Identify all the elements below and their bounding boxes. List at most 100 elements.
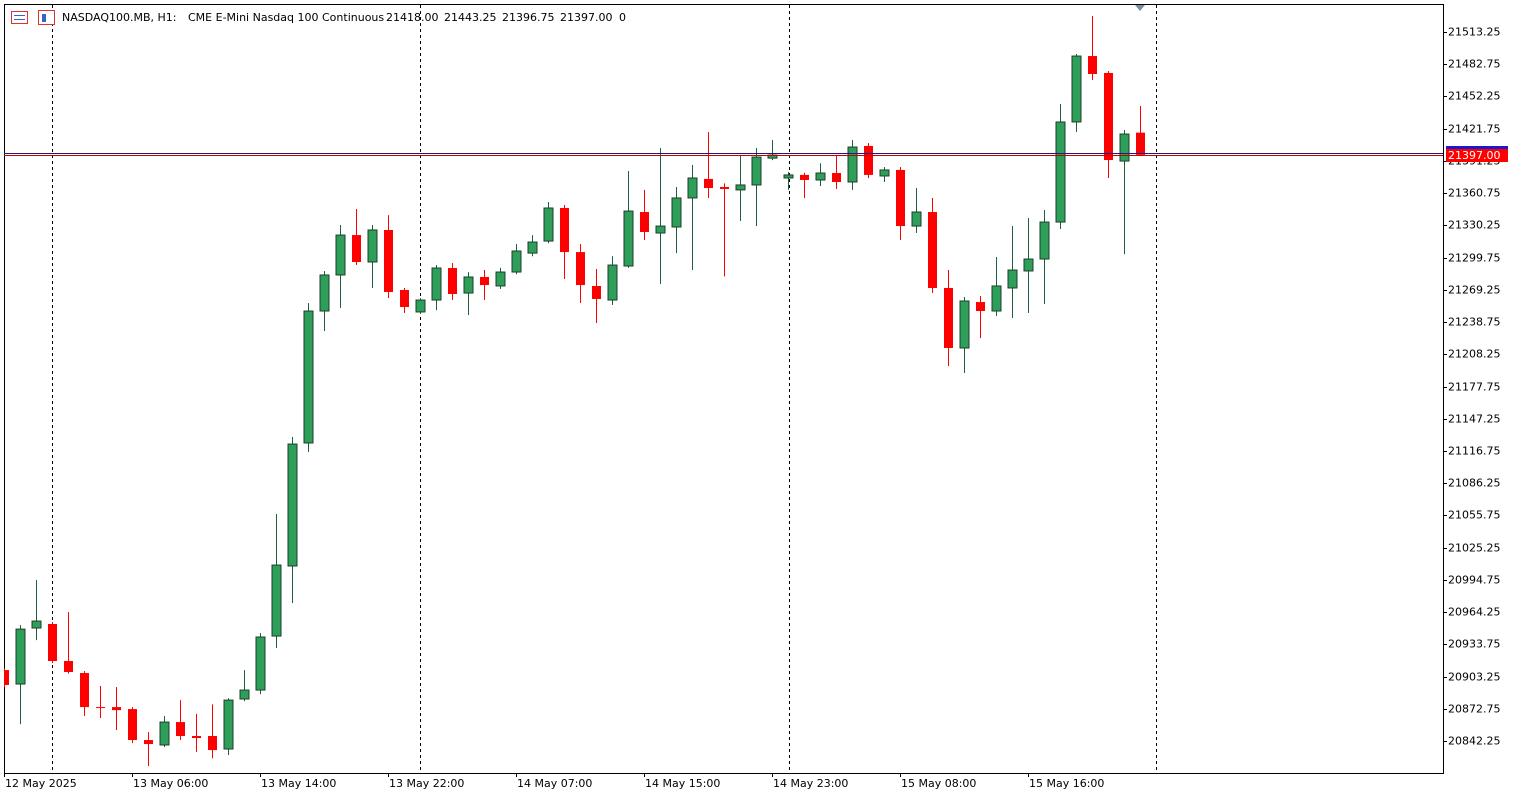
candle-body xyxy=(1071,55,1082,123)
candle-body xyxy=(352,235,361,262)
candle-body xyxy=(687,177,698,199)
candle-body xyxy=(959,300,970,349)
toolbar-icons[interactable] xyxy=(11,10,55,25)
candle-body xyxy=(271,564,282,637)
y-tick-label: 21513.25 xyxy=(1448,26,1501,39)
y-tick-label: 20994.75 xyxy=(1448,574,1501,587)
candle-body xyxy=(208,736,217,751)
y-tick-label: 21147.25 xyxy=(1448,413,1501,426)
candle-body xyxy=(527,241,538,254)
x-tick-label: 14 May 23:00 xyxy=(773,777,848,790)
candle-body xyxy=(255,636,266,691)
x-tick-label: 14 May 07:00 xyxy=(517,777,592,790)
y-tick-label: 21116.75 xyxy=(1448,445,1501,458)
candle-body xyxy=(543,207,554,242)
candle-body xyxy=(4,670,9,685)
candle-body xyxy=(287,443,298,567)
icon-chart[interactable] xyxy=(38,10,55,25)
shift-marker xyxy=(1135,5,1145,11)
candle-body xyxy=(720,186,729,189)
candle-body xyxy=(607,264,618,301)
candle-body xyxy=(400,289,409,308)
candle-body xyxy=(991,285,1002,312)
candle-body xyxy=(560,207,569,253)
y-tick-label: 20842.25 xyxy=(1448,735,1501,748)
candle-body xyxy=(896,169,905,227)
y-tick-label: 21330.25 xyxy=(1448,219,1501,232)
candle-body xyxy=(48,624,57,661)
candle-body xyxy=(303,310,314,444)
plot-frame xyxy=(4,4,1444,774)
candle-body xyxy=(176,722,185,737)
candle-body xyxy=(384,229,393,292)
y-tick-label: 21025.25 xyxy=(1448,542,1501,555)
header-close: 21397.00 xyxy=(560,11,613,24)
x-tick-label: 13 May 06:00 xyxy=(133,777,208,790)
y-tick-label: 20964.25 xyxy=(1448,606,1501,619)
header-low: 21396.75 xyxy=(502,11,555,24)
candle-body xyxy=(463,276,474,294)
icon-list[interactable] xyxy=(11,11,28,24)
x-tick-label: 13 May 14:00 xyxy=(261,777,336,790)
description: CME E-Mini Nasdaq 100 Continuous xyxy=(188,11,384,24)
candle-body xyxy=(15,628,26,685)
candle-body xyxy=(144,740,153,745)
candle-body xyxy=(640,212,649,232)
candle-body xyxy=(1104,72,1113,161)
y-tick-label: 21238.75 xyxy=(1448,316,1501,329)
candle-body xyxy=(911,211,922,227)
candle-body xyxy=(448,268,457,295)
header-volume: 0 xyxy=(619,11,626,24)
candles xyxy=(4,15,1145,767)
price-tag xyxy=(1446,149,1508,162)
candle-body xyxy=(64,660,73,672)
y-tick-label: 20933.75 xyxy=(1448,638,1501,651)
y-tick-label: 20872.75 xyxy=(1448,703,1501,716)
candle-body xyxy=(80,673,89,708)
y-tick-label: 21177.75 xyxy=(1448,381,1501,394)
candle-body xyxy=(751,156,762,186)
candle-body xyxy=(1088,56,1097,75)
candle-body xyxy=(223,699,234,750)
y-tick-label: 21452.25 xyxy=(1448,90,1501,103)
candle-body xyxy=(239,689,250,700)
candle-body xyxy=(159,721,170,746)
y-tick-label: 21269.25 xyxy=(1448,284,1501,297)
y-tick-label: 21360.75 xyxy=(1448,187,1501,200)
x-tick-label: 15 May 08:00 xyxy=(901,777,976,790)
candle-body xyxy=(495,271,506,287)
y-tick-label: 21421.75 xyxy=(1448,123,1501,136)
candle-body xyxy=(671,197,682,228)
candle-body xyxy=(576,252,585,286)
candle-body xyxy=(704,178,713,189)
candle-body xyxy=(335,234,346,276)
candle-body xyxy=(928,212,937,288)
candle-body xyxy=(592,285,601,299)
candle-body xyxy=(735,184,746,191)
price-tag-label: 21397.00 xyxy=(1448,149,1501,162)
candle-body xyxy=(783,174,794,179)
header-high: 21443.25 xyxy=(444,11,497,24)
candle-body xyxy=(480,276,489,286)
candle-body xyxy=(1039,221,1050,260)
symbol: NASDAQ100.MB, H1: xyxy=(62,11,177,24)
candle-body xyxy=(511,250,522,273)
candle-body xyxy=(192,736,201,739)
candle-body xyxy=(800,174,809,180)
candle-body xyxy=(1055,121,1066,223)
candle-body xyxy=(847,146,858,183)
candle-body xyxy=(1136,132,1145,155)
y-tick-label: 21208.25 xyxy=(1448,348,1501,361)
y-tick-label: 21086.25 xyxy=(1448,477,1501,490)
candle-body xyxy=(655,225,666,234)
candle-body xyxy=(832,173,841,182)
candle-body xyxy=(415,299,426,313)
x-tick-label: 14 May 15:00 xyxy=(645,777,720,790)
candle-body xyxy=(319,274,330,312)
price-tag-top xyxy=(1446,146,1508,149)
y-tick-label: 21299.75 xyxy=(1448,252,1501,265)
candle-body xyxy=(31,620,42,629)
period-separators xyxy=(52,5,1157,773)
icon-bar xyxy=(42,14,46,22)
